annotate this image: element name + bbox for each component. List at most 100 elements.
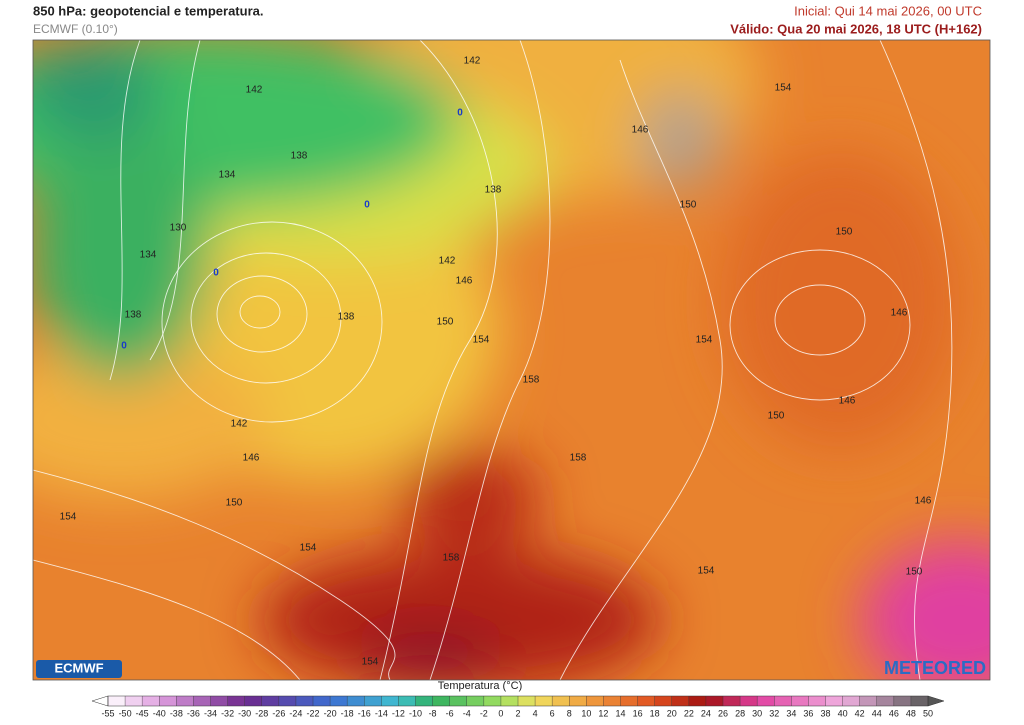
contour-label: 150	[836, 227, 853, 238]
contour-label: 154	[60, 512, 77, 523]
colorbar-tick-label: 26	[718, 708, 728, 718]
freezing-label: 0	[457, 108, 463, 119]
colorbar-segment	[295, 696, 314, 706]
colorbar-tick-label: 12	[598, 708, 608, 718]
colorbar-tick-label: 16	[633, 708, 643, 718]
colorbar-tick-label: -20	[324, 708, 337, 718]
colorbar-segment	[244, 696, 263, 706]
colorbar-tick-label: -12	[392, 708, 405, 718]
colorbar-segment	[740, 696, 758, 706]
colorbar-tick-label: 22	[684, 708, 694, 718]
colorbar-segment	[552, 696, 570, 706]
logo-meteored: METEORED	[884, 658, 986, 678]
colorbar-segment	[500, 696, 519, 706]
contour-label: 138	[125, 310, 142, 321]
colorbar-segment	[364, 696, 382, 706]
colorbar-segment	[723, 696, 741, 706]
colorbar-tick-label: -45	[136, 708, 149, 718]
field	[33, 120, 210, 380]
colorbar-tick-label: 38	[820, 708, 830, 718]
contour-label: 150	[768, 411, 785, 422]
contour-label: 154	[473, 335, 490, 346]
contour-label: 154	[775, 83, 792, 94]
colorbar-tick-label: -4	[463, 708, 471, 718]
colorbar-tick-label: 8	[567, 708, 572, 718]
contour-label: 150	[680, 200, 697, 211]
colorbar-segment	[483, 696, 502, 706]
colorbar-tick-label: -55	[101, 708, 114, 718]
field	[400, 450, 540, 550]
colorbar-segment	[330, 696, 348, 706]
colorbar-tick-label: 28	[735, 708, 745, 718]
colorbar-segment	[227, 696, 245, 706]
colorbar-tick-label: 18	[650, 708, 660, 718]
colorbar-tick-label: -2	[480, 708, 488, 718]
colorbar-segment	[176, 696, 194, 706]
logo-box	[36, 660, 122, 678]
colorbar-tick-label: 14	[615, 708, 625, 718]
colorbar-arrow	[927, 695, 945, 707]
contour-label: 134	[140, 250, 157, 261]
contour	[161, 221, 383, 423]
colorbar-tick-label: 30	[752, 708, 762, 718]
colorbar-tick-label: 4	[533, 708, 538, 718]
freezing-label: 0	[364, 200, 370, 211]
colorbar-tick-label: 34	[786, 708, 796, 718]
contour	[429, 40, 551, 680]
contour-label: 146	[915, 496, 932, 507]
contour-label: 142	[464, 56, 481, 67]
colorbar-tick-label: 10	[581, 708, 591, 718]
colorbar-tick-label: -36	[187, 708, 200, 718]
contour	[33, 469, 396, 680]
colorbar-segment	[398, 696, 416, 706]
contour-label: 158	[443, 553, 460, 564]
colorbar-tick-label: 20	[667, 708, 677, 718]
colorbar-segment	[688, 696, 707, 706]
colorbar-segment	[893, 696, 912, 706]
colorbar-tick-label: 46	[889, 708, 899, 718]
contour	[774, 284, 866, 356]
colorbar-tick-label: -26	[272, 708, 285, 718]
colorbar-segment	[671, 696, 690, 706]
colorbar-segment	[859, 696, 878, 706]
field	[640, 90, 720, 190]
colorbar-segment	[449, 696, 468, 706]
contour-label: 142	[246, 85, 263, 96]
contour-label: 158	[570, 453, 587, 464]
model: ECMWF (0.10°)	[33, 22, 118, 36]
colorbar: -55 -50 -45 -40 -38 -36 -34 -32 -30 -28 -26 -24 -22-…	[91, 695, 945, 718]
colorbar-segment	[808, 696, 826, 706]
colorbar-segment	[825, 696, 843, 706]
colorbar-segment	[108, 696, 126, 706]
field	[260, 550, 660, 680]
field	[860, 540, 990, 680]
contour	[239, 295, 281, 329]
colorbar-tick-label: 6	[550, 708, 555, 718]
colorbar-segment	[876, 696, 895, 706]
colorbar-segment	[432, 696, 450, 706]
logo-ecmwf: ECMWF	[54, 660, 103, 675]
contour-label: 134	[219, 170, 236, 181]
colorbar-tick-label: -22	[306, 708, 319, 718]
colorbar-tick-label: 36	[803, 708, 813, 718]
contour-label: 146	[243, 453, 260, 464]
colorbar-tick-label: 2	[515, 708, 520, 718]
field	[720, 150, 960, 450]
contour-label: 138	[338, 312, 355, 323]
colorbar-segment	[142, 696, 160, 706]
title: 850 hPa: geopotencial e temperatura.	[33, 3, 263, 18]
colorbar-segment	[381, 696, 399, 706]
colorbar-arrow	[91, 695, 109, 707]
colorbar-segment	[415, 696, 433, 706]
colorbar-tick-label: 50	[923, 708, 933, 718]
colorbar-tick-label: -16	[358, 708, 371, 718]
colorbar-tick-label: -50	[119, 708, 132, 718]
contours	[33, 40, 953, 680]
colorbar-tick-label: -14	[375, 708, 388, 718]
colorbar-tick-label: -18	[341, 708, 354, 718]
colorbar-segment	[466, 696, 485, 706]
colorbar-tick-label: 32	[769, 708, 779, 718]
